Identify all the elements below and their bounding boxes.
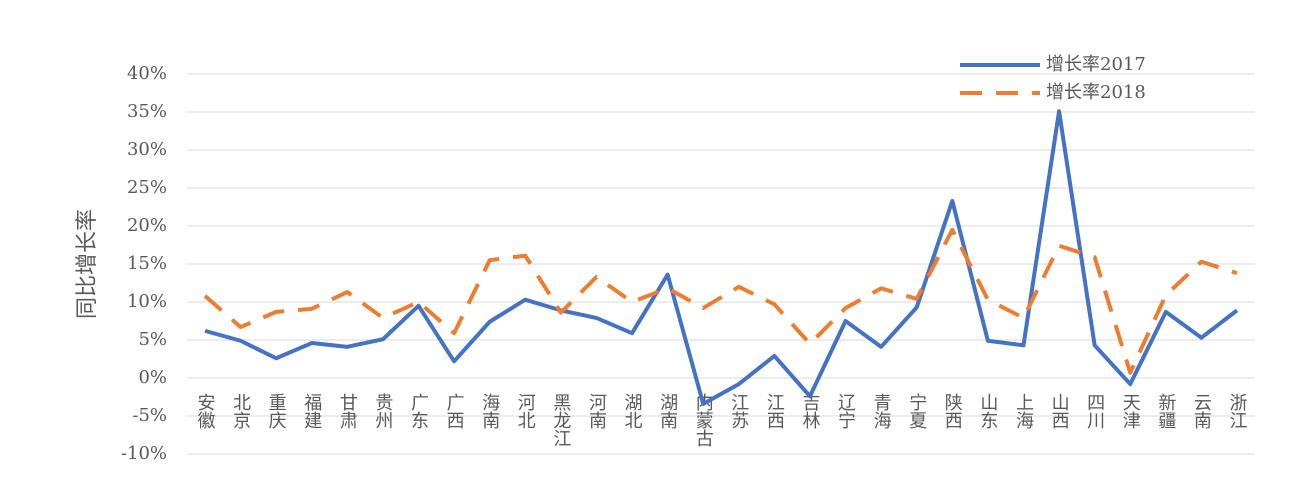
x-tick-label: 山东 [977,393,998,429]
x-tick-label: 四川 [1084,393,1105,429]
x-tick-label: 贵州 [372,393,393,429]
x-tick-label: 河北 [515,393,536,429]
x-tick-label: 辽宁 [835,393,856,429]
x-tick-label: 新疆 [1155,393,1176,429]
x-tick-label: 黑龙江 [550,393,571,447]
x-tick-label: 海南 [479,393,500,429]
y-tick-label: 40% [127,63,167,84]
y-tick-label: 10% [127,291,167,312]
x-tick-label: 宁夏 [906,393,927,429]
series-line [203,227,1238,375]
y-tick-label: 30% [127,139,167,160]
y-tick-label: 25% [127,177,167,198]
x-tick-label: 重庆 [266,393,287,429]
x-tick-label: 江西 [764,393,785,429]
x-tick-label: 安徽 [195,393,216,429]
series-line [204,109,1239,406]
x-tick-label: 山西 [1049,393,1070,429]
y-tick-label: -10% [121,443,167,464]
x-tick-label: 湖南 [657,393,678,429]
x-tick-label: 陕西 [942,393,963,429]
x-tick-label: 北京 [230,393,251,430]
x-tick-label: 广东 [408,393,429,429]
y-tick-label: 15% [127,253,167,274]
y-tick-label: 0% [138,367,167,388]
x-tick-label: 青海 [871,393,892,429]
x-tick-label: 内蒙古 [693,393,714,447]
y-tick-label: -5% [132,405,167,426]
x-tick-label: 广西 [444,393,465,429]
y-axis-title: 同比增长率 [75,209,100,319]
x-tick-label: 天津 [1120,393,1141,429]
y-tick-label: 20% [127,215,167,236]
x-tick-label: 上海 [1013,393,1034,429]
x-tick-label: 吉林 [799,393,820,429]
x-tick-label: 江苏 [728,393,749,429]
legend-label: 增长率2017 [1046,54,1146,75]
y-tick-label: 5% [138,329,167,350]
legend-label: 增长率2018 [1046,82,1146,103]
x-tick-label: 福建 [301,393,322,429]
y-tick-label: 35% [127,101,167,122]
x-tick-label: 湖北 [622,393,643,429]
x-tick-label: 甘肃 [337,393,358,429]
x-tick-label: 浙江 [1227,393,1248,429]
x-tick-label: 云南 [1191,393,1212,429]
x-tick-label: 河南 [586,393,607,429]
